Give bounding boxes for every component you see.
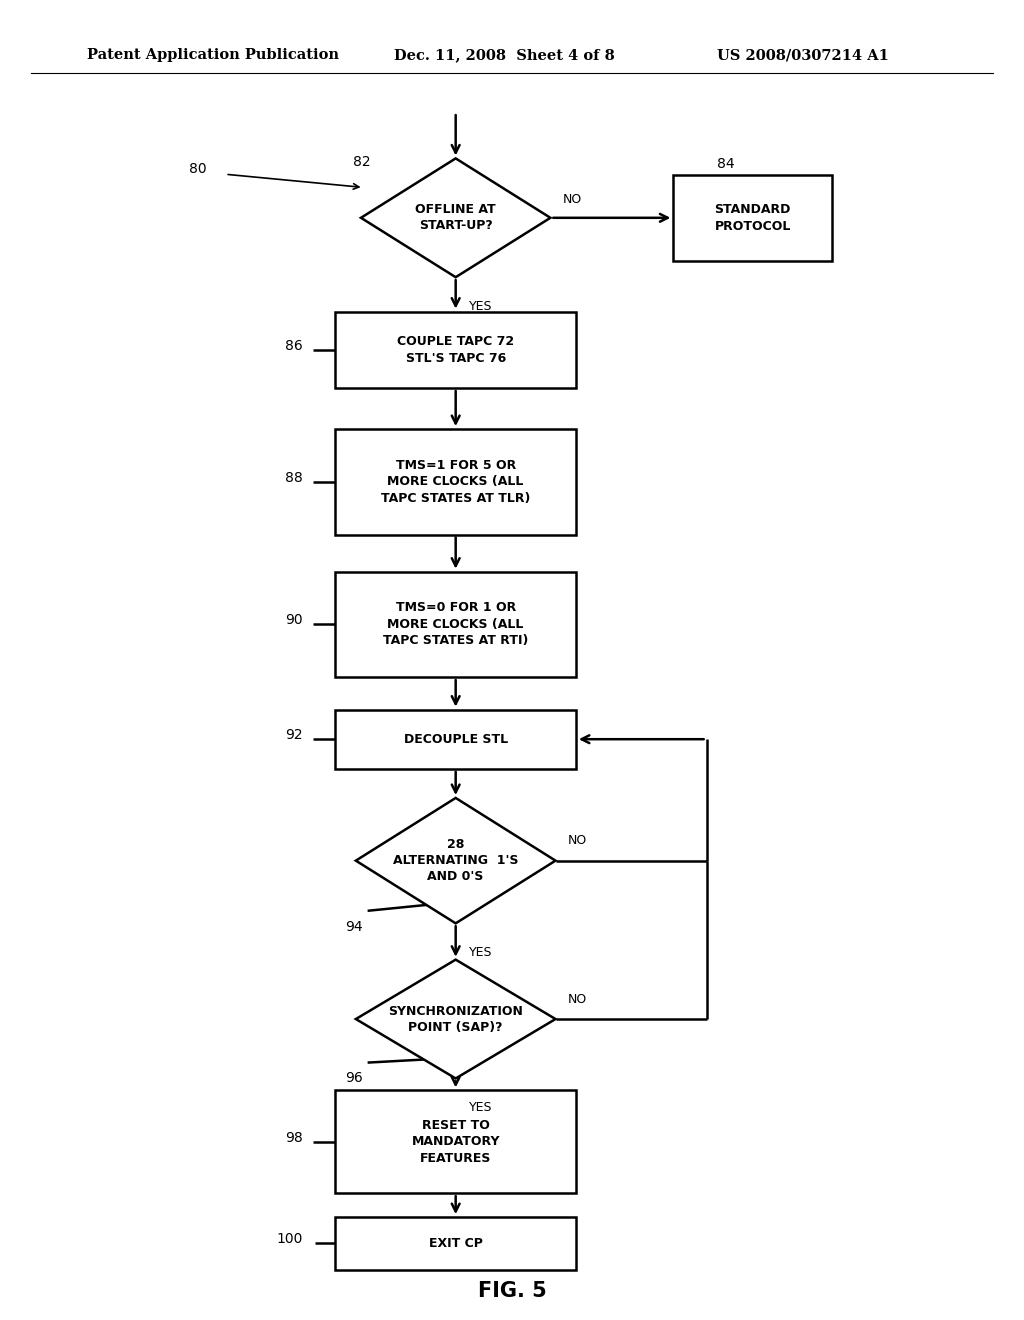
Polygon shape: [361, 158, 551, 277]
Text: YES: YES: [469, 300, 493, 313]
FancyBboxPatch shape: [336, 1217, 575, 1270]
Text: STANDARD
PROTOCOL: STANDARD PROTOCOL: [715, 203, 791, 232]
Text: SYNCHRONIZATION
POINT (SAP)?: SYNCHRONIZATION POINT (SAP)?: [388, 1005, 523, 1034]
Text: 90: 90: [285, 614, 302, 627]
Text: EXIT CP: EXIT CP: [429, 1237, 482, 1250]
Text: FIG. 5: FIG. 5: [477, 1280, 547, 1302]
Text: Patent Application Publication: Patent Application Publication: [87, 49, 339, 62]
Text: 100: 100: [276, 1233, 303, 1246]
Text: 86: 86: [285, 339, 302, 352]
Text: TMS=0 FOR 1 OR
MORE CLOCKS (ALL
TAPC STATES AT RTI): TMS=0 FOR 1 OR MORE CLOCKS (ALL TAPC STA…: [383, 602, 528, 647]
FancyBboxPatch shape: [336, 429, 575, 535]
Text: 28
ALTERNATING  1'S
AND 0'S: 28 ALTERNATING 1'S AND 0'S: [393, 838, 518, 883]
Text: 80: 80: [189, 162, 207, 176]
Text: 88: 88: [285, 471, 302, 484]
Text: 92: 92: [285, 729, 302, 742]
Text: RESET TO
MANDATORY
FEATURES: RESET TO MANDATORY FEATURES: [412, 1119, 500, 1164]
Text: YES: YES: [469, 946, 493, 958]
FancyBboxPatch shape: [336, 1090, 575, 1193]
FancyBboxPatch shape: [336, 312, 575, 388]
FancyBboxPatch shape: [336, 572, 575, 677]
Text: NO: NO: [567, 993, 587, 1006]
FancyBboxPatch shape: [674, 176, 831, 261]
Text: NO: NO: [563, 193, 582, 206]
Text: 84: 84: [717, 157, 734, 170]
Text: COUPLE TAPC 72
STL'S TAPC 76: COUPLE TAPC 72 STL'S TAPC 76: [397, 335, 514, 364]
Text: 96: 96: [345, 1072, 362, 1085]
Text: YES: YES: [469, 1101, 493, 1114]
Text: OFFLINE AT
START-UP?: OFFLINE AT START-UP?: [416, 203, 496, 232]
Text: 82: 82: [353, 156, 371, 169]
FancyBboxPatch shape: [336, 710, 575, 768]
Text: Dec. 11, 2008  Sheet 4 of 8: Dec. 11, 2008 Sheet 4 of 8: [394, 49, 615, 62]
Polygon shape: [356, 960, 555, 1078]
Text: US 2008/0307214 A1: US 2008/0307214 A1: [717, 49, 889, 62]
Text: DECOUPLE STL: DECOUPLE STL: [403, 733, 508, 746]
Polygon shape: [356, 797, 555, 924]
Text: TMS=1 FOR 5 OR
MORE CLOCKS (ALL
TAPC STATES AT TLR): TMS=1 FOR 5 OR MORE CLOCKS (ALL TAPC STA…: [381, 459, 530, 504]
Text: NO: NO: [567, 834, 587, 847]
Text: 98: 98: [285, 1131, 302, 1144]
Text: 94: 94: [345, 920, 362, 933]
